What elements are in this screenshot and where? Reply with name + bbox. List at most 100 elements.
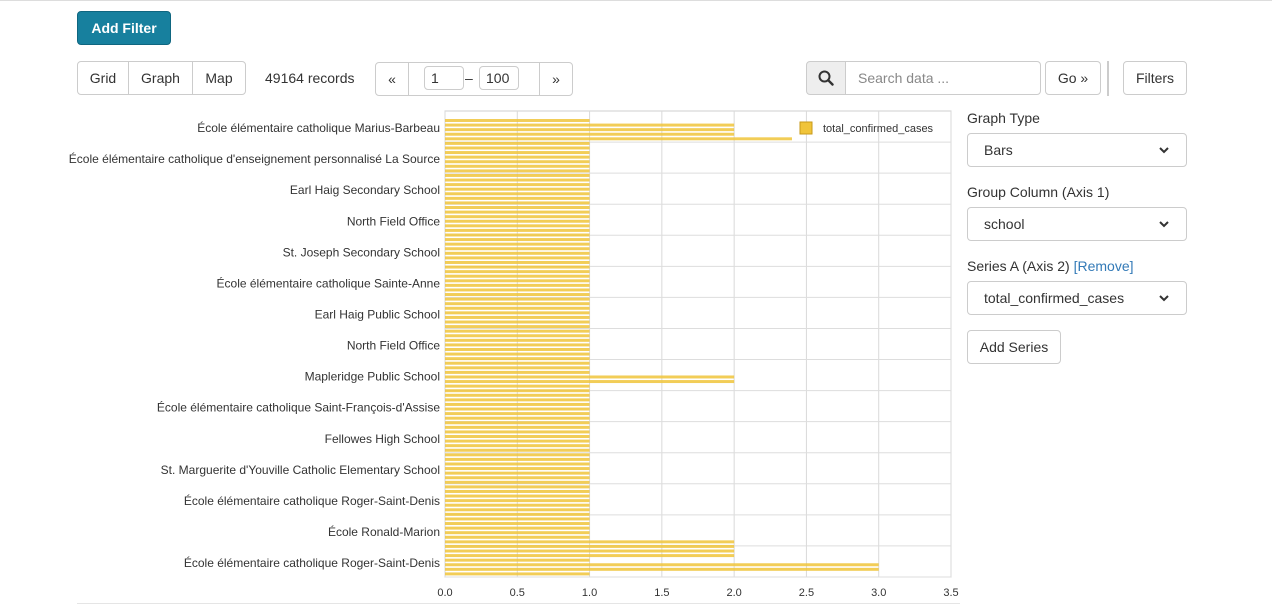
bar[interactable]	[445, 265, 590, 269]
bar[interactable]	[445, 224, 590, 228]
bar[interactable]	[445, 366, 590, 370]
bar[interactable]	[445, 357, 590, 361]
bar[interactable]	[445, 320, 590, 324]
bar[interactable]	[445, 412, 590, 416]
bar[interactable]	[445, 283, 590, 287]
bar[interactable]	[445, 178, 590, 182]
add-series-button[interactable]: Add Series	[967, 330, 1061, 364]
bar[interactable]	[445, 549, 735, 553]
tab-graph[interactable]: Graph	[128, 61, 193, 95]
bar[interactable]	[445, 352, 590, 356]
bar[interactable]	[445, 526, 590, 530]
bar[interactable]	[445, 119, 590, 122]
bar[interactable]	[445, 297, 590, 301]
tab-grid[interactable]: Grid	[77, 61, 129, 95]
bar[interactable]	[445, 196, 590, 200]
bar[interactable]	[445, 279, 590, 283]
group-column-select[interactable]: school	[967, 207, 1187, 241]
bar[interactable]	[445, 151, 590, 155]
bar[interactable]	[445, 485, 590, 489]
bar[interactable]	[445, 219, 590, 223]
bar[interactable]	[445, 531, 590, 535]
bar[interactable]	[445, 361, 590, 365]
bar[interactable]	[445, 563, 879, 567]
bar[interactable]	[445, 430, 590, 434]
graph-type-select[interactable]: Bars	[967, 133, 1187, 167]
bar[interactable]	[445, 242, 590, 246]
bar[interactable]	[445, 370, 590, 374]
bar[interactable]	[445, 503, 590, 507]
bar[interactable]	[445, 467, 590, 471]
tab-map[interactable]: Map	[192, 61, 246, 95]
bar[interactable]	[445, 462, 590, 466]
bar[interactable]	[445, 164, 590, 168]
bar[interactable]	[445, 206, 590, 209]
bar[interactable]	[445, 407, 590, 411]
bar[interactable]	[445, 425, 590, 429]
bar[interactable]	[445, 329, 590, 333]
bar[interactable]	[445, 306, 590, 310]
bar[interactable]	[445, 123, 735, 127]
bar[interactable]	[445, 288, 590, 292]
filters-button[interactable]: Filters	[1123, 61, 1187, 95]
bar[interactable]	[445, 215, 590, 219]
series-a-select[interactable]: total_confirmed_cases	[967, 281, 1187, 315]
bar[interactable]	[445, 416, 590, 420]
search-button[interactable]	[806, 61, 846, 95]
bar[interactable]	[445, 480, 590, 484]
bar[interactable]	[445, 251, 590, 255]
bar[interactable]	[445, 201, 590, 205]
bar[interactable]	[445, 375, 735, 379]
bar[interactable]	[445, 508, 590, 512]
bar[interactable]	[445, 499, 590, 503]
bar[interactable]	[445, 233, 590, 237]
bar[interactable]	[445, 169, 590, 173]
bar[interactable]	[445, 544, 735, 548]
bar[interactable]	[445, 535, 590, 539]
bar[interactable]	[445, 471, 590, 475]
bar[interactable]	[445, 572, 590, 576]
bar[interactable]	[445, 137, 792, 141]
search-input[interactable]	[845, 61, 1041, 95]
bar[interactable]	[445, 238, 590, 242]
bar[interactable]	[445, 315, 590, 319]
bar[interactable]	[445, 389, 590, 393]
bar[interactable]	[445, 338, 590, 342]
bar[interactable]	[445, 457, 590, 461]
bar[interactable]	[445, 444, 590, 448]
bar[interactable]	[445, 512, 590, 516]
bar[interactable]	[445, 192, 590, 196]
bar[interactable]	[445, 494, 590, 498]
bar[interactable]	[445, 522, 590, 526]
pager-prev-button[interactable]: «	[375, 62, 409, 96]
bar[interactable]	[445, 402, 590, 406]
bar[interactable]	[445, 453, 590, 457]
bar[interactable]	[445, 228, 590, 232]
pager-to-input[interactable]	[479, 66, 519, 90]
bar[interactable]	[445, 476, 590, 480]
go-button[interactable]: Go »	[1045, 61, 1101, 95]
bar[interactable]	[445, 325, 590, 329]
bar[interactable]	[445, 187, 590, 191]
bar[interactable]	[445, 146, 590, 150]
bar[interactable]	[445, 155, 590, 159]
bar[interactable]	[445, 558, 590, 562]
bar[interactable]	[445, 160, 590, 164]
bar[interactable]	[445, 448, 590, 452]
bar[interactable]	[445, 128, 735, 132]
bar[interactable]	[445, 256, 590, 260]
bar[interactable]	[445, 489, 590, 493]
bar[interactable]	[445, 393, 590, 397]
bar[interactable]	[445, 173, 590, 177]
bar[interactable]	[445, 270, 590, 274]
bar[interactable]	[445, 567, 879, 571]
bar[interactable]	[445, 334, 590, 338]
bar[interactable]	[445, 183, 590, 187]
bar[interactable]	[445, 439, 590, 443]
bar[interactable]	[445, 302, 590, 306]
bar[interactable]	[445, 311, 590, 315]
bar[interactable]	[445, 348, 590, 351]
bar[interactable]	[445, 293, 590, 297]
bar[interactable]	[445, 132, 735, 136]
add-filter-button[interactable]: Add Filter	[77, 11, 171, 45]
